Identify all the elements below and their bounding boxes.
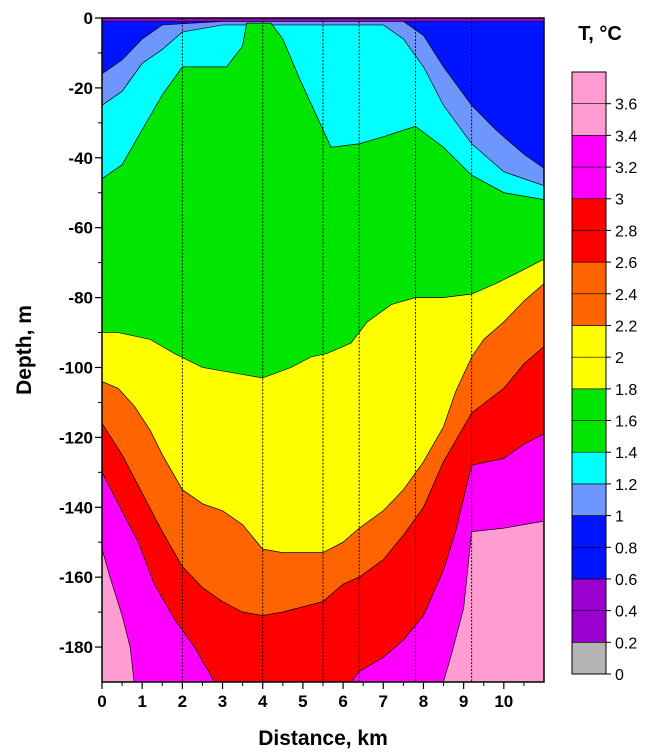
legend-label: 2 [615,350,624,367]
color-legend: 3.6 3.4 3.2 3 2.8 2.6 2.4 2.2 2 1.8 1.6 1.4 1.2 1 0.8 0… [571,71,637,684]
x-axis-title: Distance, km [258,727,388,750]
y-tick-label: -140 [59,498,93,517]
legend-swatch [571,293,607,326]
legend-swatch [571,388,607,421]
y-tick-label: -40 [68,149,93,168]
x-tick-label: 6 [338,692,347,711]
legend-label: 0 [615,667,624,684]
x-tick-label: 4 [258,692,268,711]
legend-swatch [571,71,607,104]
x-tick-label: 0 [97,692,106,711]
legend-label: 2.4 [615,287,637,304]
legend-swatch [571,261,607,295]
temp-region-pink-left [102,549,135,682]
legend-label: 3 [615,192,624,209]
legend-title: T, °C [578,23,622,45]
legend-label: 3.6 [615,97,637,114]
x-axis: 0 1 2 3 4 5 6 7 8 9 10 [97,682,525,711]
x-tick-label: 7 [379,692,388,711]
legend-swatch [571,103,607,136]
legend-swatch [571,451,607,485]
x-tick-label: 1 [137,692,146,711]
x-tick-label: 8 [419,692,428,711]
legend-swatch [571,610,607,643]
x-tick-label: 2 [178,692,187,711]
y-tick-label: -180 [59,638,93,657]
x-tick-label: 3 [218,692,227,711]
y-tick-label: -80 [68,289,93,308]
legend-swatch [571,230,607,263]
legend-label: 0.4 [615,604,637,621]
legend-frame [571,71,607,675]
legend-label: 1.4 [615,445,637,462]
x-tick-label: 10 [494,692,513,711]
y-tick-label: -120 [59,428,93,447]
legend-label: 2.8 [615,223,637,240]
legend-swatch [571,420,607,453]
legend-swatch [571,356,607,390]
y-tick-label: -60 [68,219,93,238]
y-axis-title: Depth, m [13,305,36,395]
y-tick-label: -100 [59,358,93,377]
legend-label: 1.8 [615,382,637,399]
legend-swatch [571,642,607,675]
legend-swatch [571,166,607,200]
y-tick-label: -160 [59,568,93,587]
legend-swatch [571,515,607,548]
station-lines [181,18,473,682]
legend-label: 1.2 [615,477,637,494]
temp-region-pink-right [443,520,544,682]
x-tick-label: 9 [459,692,468,711]
legend-label: 2.2 [615,318,637,335]
legend-swatch [571,135,607,168]
plot-area [102,18,544,682]
y-tick-label: -20 [68,79,93,98]
x-tick-label: 5 [298,692,307,711]
legend-label: 0.6 [615,572,637,589]
legend-swatch [571,578,607,611]
legend-swatch [571,483,607,516]
legend-label: 3.2 [615,160,637,177]
legend-swatch [571,325,607,358]
legend-label: 0.8 [615,540,637,557]
legend-swatch [571,198,607,231]
y-tick-label: 0 [84,9,93,28]
legend-swatch [571,546,607,580]
legend-label: 2.6 [615,255,637,272]
legend-label: 3.4 [615,128,637,145]
y-axis: 0 -20 -40 -60 -80 -100 -120 -140 -160 -180 [59,9,102,657]
legend-label: 1 [615,509,624,526]
legend-label: 1.6 [615,414,637,431]
legend-label: 0.2 [615,635,637,652]
